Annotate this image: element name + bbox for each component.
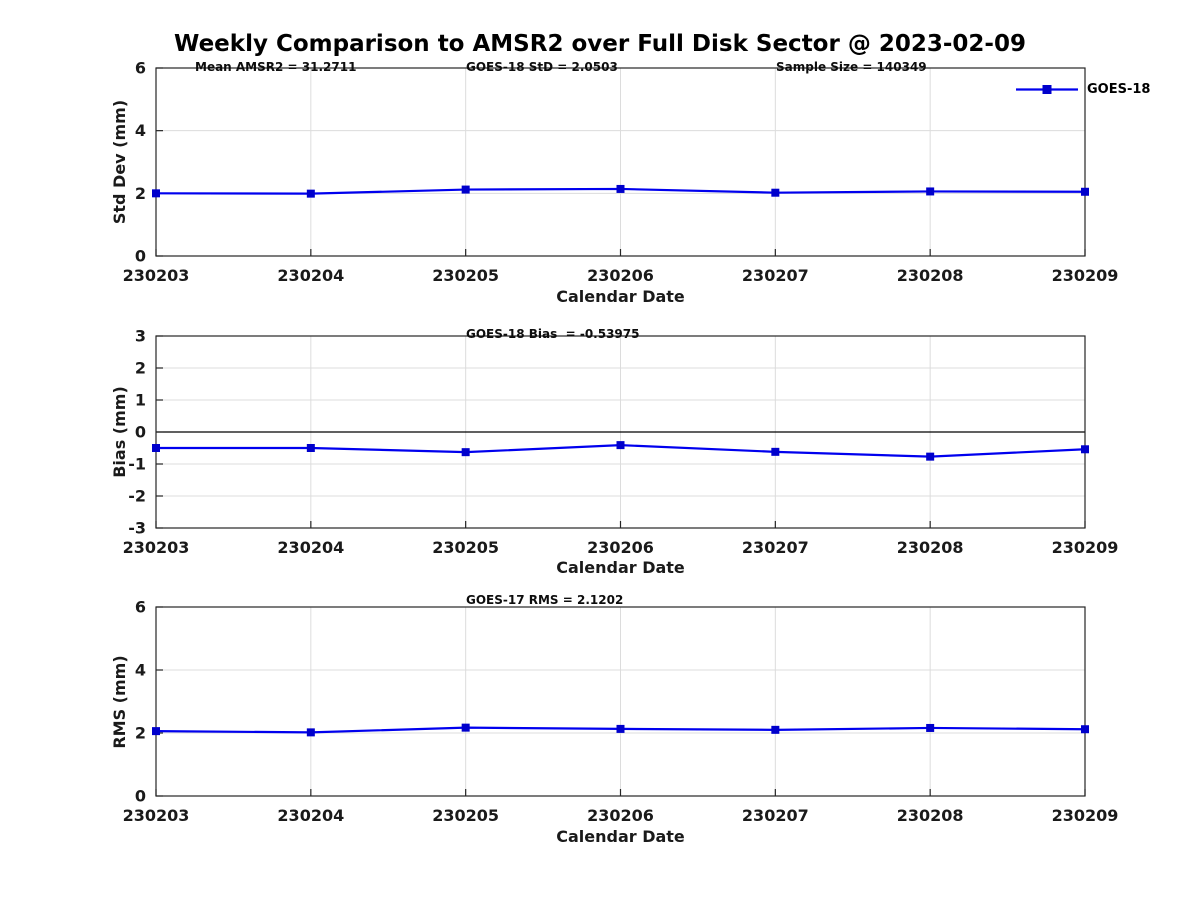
y-tick-label: 0 xyxy=(135,423,146,442)
data-point-marker xyxy=(306,444,315,452)
y-tick-label: 6 xyxy=(135,598,146,617)
y-tick-label: 4 xyxy=(135,661,146,680)
x-tick-label: 230206 xyxy=(587,538,654,557)
subplot-2: 230203 230204 230205 230206 230207 230208 2302… xyxy=(123,598,1119,826)
data-point-marker xyxy=(152,444,160,452)
y-tick-label: -3 xyxy=(128,519,146,538)
data-point-marker xyxy=(1081,445,1089,454)
y-tick-label: 6 xyxy=(135,59,146,78)
x-tick-label: 230209 xyxy=(1052,806,1119,825)
y-tick-label: 3 xyxy=(135,327,146,346)
y-axis-label-bias: Bias (mm) xyxy=(110,386,129,478)
x-tick-label: 230206 xyxy=(587,266,654,285)
data-point-marker xyxy=(461,723,470,732)
annotation-sample-size: Sample Size = 140349 xyxy=(776,60,927,74)
data-point-marker xyxy=(926,452,935,461)
x-tick-label: 230204 xyxy=(277,806,344,825)
data-point-marker xyxy=(771,188,780,197)
x-tick-label: 230208 xyxy=(897,806,964,825)
x-tick-label: 230209 xyxy=(1052,266,1119,285)
x-tick-label: 230207 xyxy=(742,538,809,557)
x-tick-label: 230206 xyxy=(587,806,654,825)
x-tick-label: 230205 xyxy=(432,806,499,825)
data-point-marker xyxy=(306,189,315,198)
x-tick-label: 230209 xyxy=(1052,538,1119,557)
y-tick-label: 2 xyxy=(135,724,146,743)
annotation-goes17-rms: GOES-17 RMS = 2.1202 xyxy=(466,593,624,607)
data-point-marker xyxy=(152,727,160,736)
legend-line-sample-icon xyxy=(1016,85,1078,94)
x-tick-label: 230204 xyxy=(277,538,344,557)
y-tick-label: 2 xyxy=(135,184,146,203)
annotation-goes18-std: GOES-18 StD = 2.0503 xyxy=(466,60,618,74)
data-point-marker xyxy=(616,184,625,193)
data-point-marker xyxy=(1081,725,1089,734)
data-point-marker xyxy=(461,185,470,194)
data-point-marker xyxy=(616,441,625,450)
y-axis-label-stddev: Std Dev (mm) xyxy=(110,99,129,225)
x-axis-label-bias: Calendar Date xyxy=(556,558,685,577)
x-tick-label: 230203 xyxy=(123,266,190,285)
y-tick-label: -1 xyxy=(128,455,146,474)
x-tick-label: 230208 xyxy=(897,266,964,285)
data-point-marker xyxy=(152,189,160,198)
data-point-marker xyxy=(926,723,935,732)
annotation-mean-amsr2: Mean AMSR2 = 31.2711 xyxy=(195,60,357,74)
y-tick-label: 1 xyxy=(135,391,146,410)
data-point-marker xyxy=(616,724,625,733)
data-point-marker xyxy=(461,448,470,457)
y-axis-label-rms: RMS (mm) xyxy=(110,655,129,749)
figure-title: Weekly Comparison to AMSR2 over Full Dis… xyxy=(174,31,1026,57)
subplot-1: 230203 230204 230205 230206 230207 230208 2302… xyxy=(123,327,1119,558)
x-axis-label-rms: Calendar Date xyxy=(556,827,685,846)
x-tick-label: 230203 xyxy=(123,806,190,825)
data-point-marker xyxy=(771,447,780,456)
x-tick-label: 230207 xyxy=(742,806,809,825)
data-point-marker xyxy=(926,187,935,196)
y-tick-label: 4 xyxy=(135,121,146,140)
x-tick-label: 230207 xyxy=(742,266,809,285)
x-tick-label: 230204 xyxy=(277,266,344,285)
x-tick-label: 230205 xyxy=(432,538,499,557)
legend: GOES-18 xyxy=(1015,82,1150,97)
x-tick-label: 230208 xyxy=(897,538,964,557)
x-axis-label-stddev: Calendar Date xyxy=(556,287,685,306)
y-tick-label: 2 xyxy=(135,359,146,378)
x-tick-label: 230205 xyxy=(432,266,499,285)
legend-entry-label: GOES-18 xyxy=(1087,82,1151,97)
y-tick-label: 0 xyxy=(135,787,146,806)
y-tick-label: -2 xyxy=(128,487,146,506)
x-tick-label: 230203 xyxy=(123,538,190,557)
annotation-goes18-bias: GOES-18 Bias = -0.53975 xyxy=(466,327,640,341)
data-point-marker xyxy=(1081,187,1089,196)
data-point-marker xyxy=(306,728,315,737)
y-tick-label: 0 xyxy=(135,247,146,266)
subplot-0: 230203 230204 230205 230206 230207 230208 2302… xyxy=(123,59,1119,286)
data-point-marker xyxy=(771,725,780,734)
